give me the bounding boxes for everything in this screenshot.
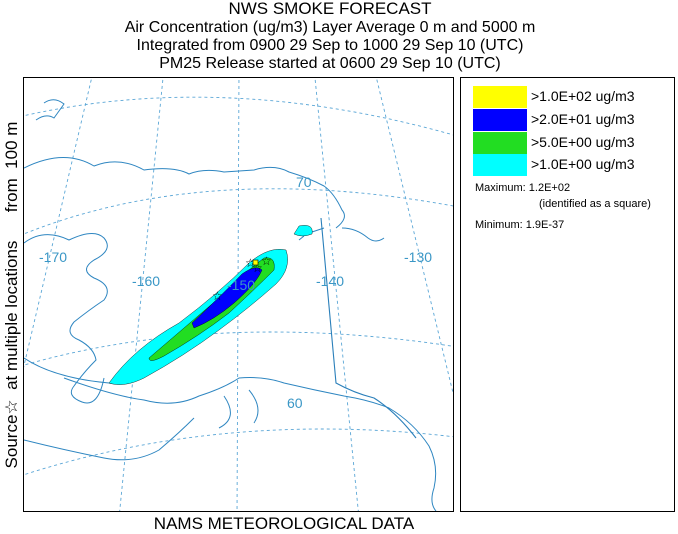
minimum-value: Minimum: 1.9E-37 — [475, 219, 565, 231]
legend-swatch-1 — [473, 154, 527, 176]
legend-swatch-5 — [473, 132, 527, 154]
maximum-value: Maximum: 1.2E+02 — [475, 182, 571, 194]
source-side-label: Source☆ at multiple locations from 100 m — [2, 121, 21, 469]
plume-patch-northeast — [293, 225, 313, 237]
legend-swatch-20 — [473, 109, 527, 131]
coast-west — [24, 233, 108, 404]
legend-label-100: >1.0E+02 ug/m3 — [531, 88, 635, 104]
us-canada-border — [320, 217, 417, 439]
coast-wrangel — [35, 99, 65, 121]
lon-label-140: -140 — [316, 273, 344, 289]
lon-label-150: -150 — [227, 277, 255, 293]
lat-line-65 — [24, 331, 453, 366]
legend-label-20: >2.0E+01 ug/m3 — [531, 111, 635, 127]
meteorological-data-footer: NAMS METEOROLOGICAL DATA — [153, 514, 415, 533]
lon-label-130: -130 — [404, 249, 432, 265]
smoke-map: ☆ ☆ ☆ ☆ -170 -160 -150 -140 -130 70 60 — [24, 78, 453, 511]
source-star-4: ☆ — [212, 289, 223, 303]
coast-gulf — [63, 377, 437, 511]
legend-label-5: >5.0E+00 ug/m3 — [531, 134, 635, 150]
legend-swatch-100 — [473, 86, 527, 108]
lon-line-160 — [119, 78, 164, 511]
source-markers: ☆ ☆ ☆ ☆ — [212, 254, 272, 303]
source-star-3: ☆ — [261, 254, 272, 268]
plume-contour-20 — [191, 267, 263, 329]
source-star-2: ☆ — [252, 261, 263, 275]
maximum-note: (identified as a square) — [539, 198, 651, 210]
integration-period: Integrated from 0900 29 Sep to 1000 29 S… — [136, 37, 524, 54]
lon-line-170 — [24, 78, 93, 368]
coast-peninsula — [24, 417, 195, 461]
lat-line-70 — [24, 188, 453, 235]
map-panel: ☆ ☆ ☆ ☆ -170 -160 -150 -140 -130 70 60 — [23, 77, 454, 512]
lat-label-60: 60 — [287, 395, 303, 411]
maximum-square — [252, 259, 259, 266]
release-info: PM25 Release started at 0600 29 Sep 10 (… — [159, 55, 501, 72]
lon-label-170: -170 — [39, 249, 67, 265]
graticule — [24, 78, 453, 511]
legend-panel: >1.0E+02 ug/m3 >2.0E+01 ug/m3 >5.0E+00 u… — [460, 77, 675, 512]
lat-label-70: 70 — [296, 174, 312, 190]
legend-label-1: >1.0E+00 ug/m3 — [531, 156, 635, 172]
concentration-subtitle: Air Concentration (ug/m3) Layer Average … — [124, 19, 536, 36]
coast-beaufort — [341, 227, 385, 242]
coast-arctic — [24, 157, 345, 229]
coast-inlets — [218, 389, 259, 429]
lon-label-160: -160 — [132, 273, 160, 289]
forecast-title: NWS SMOKE FORECAST — [228, 0, 432, 18]
smoke-plume — [108, 225, 313, 385]
source-star-1: ☆ — [245, 256, 256, 270]
lat-line-60 — [24, 428, 453, 476]
lon-line-140 — [314, 78, 359, 511]
